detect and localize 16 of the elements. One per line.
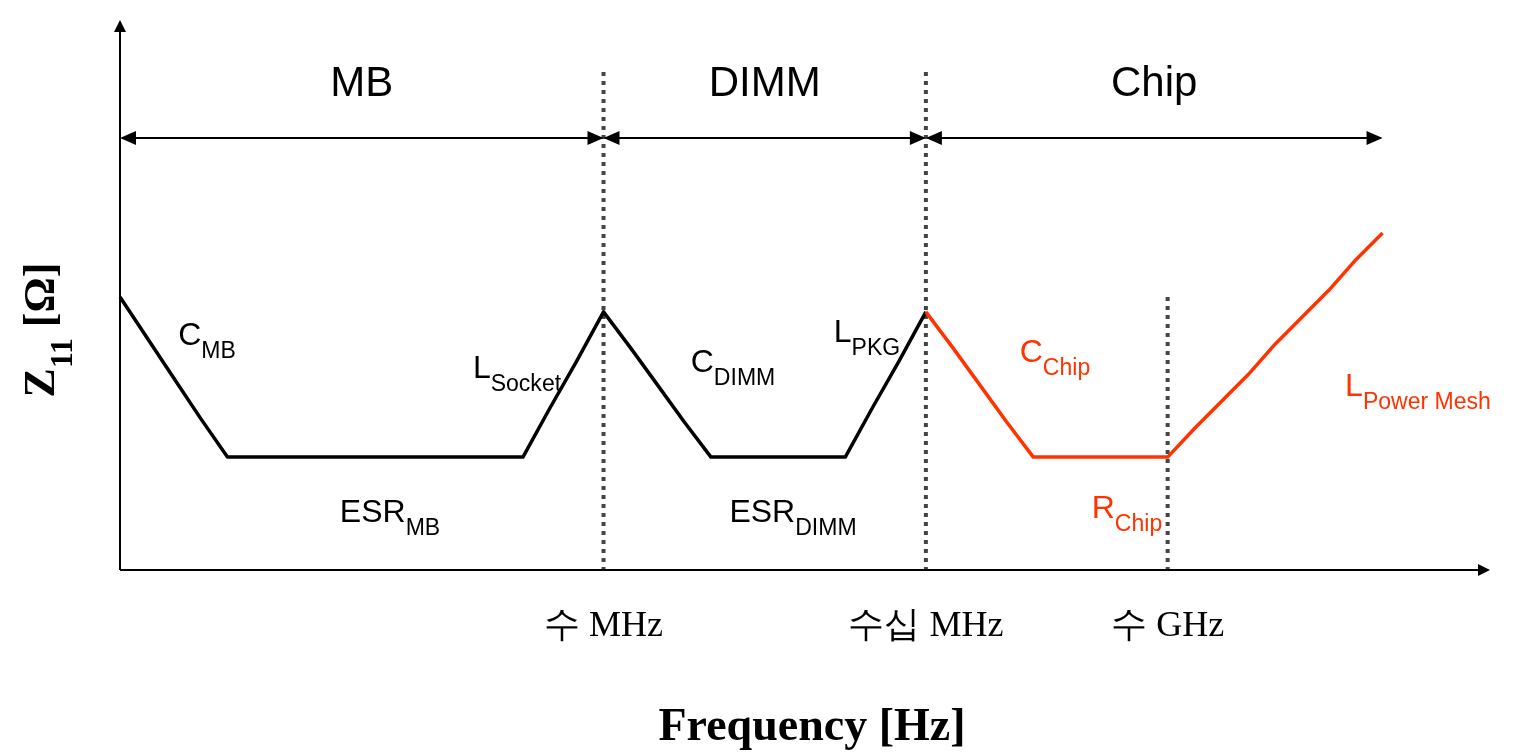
x-tick-label: 수 GHz [1111,604,1225,644]
x-tick-label: 수십 MHz [848,604,1004,644]
x-tick-label: 수 MHz [544,604,664,644]
annotation: R$_{Chip}$ [1091,489,1163,536]
annotation: L$_{PKG}$ [833,313,901,360]
annotation: L$_{Socket}$ [472,349,562,396]
text: MB [330,58,394,105]
text: DIMM [708,58,821,105]
annotation: C$_{Chip}$ [1019,333,1091,380]
x-axis-title: Frequency [Hz] [658,699,966,750]
annotation: C$_{DIMM}$ [690,343,776,390]
annotation: C$_{MB}$ [178,316,236,363]
annotation: ESR$_{DIMM}$ [729,493,857,540]
text: Chip [1111,58,1198,105]
annotation: L$_{Power Mesh}$ [1345,367,1491,414]
annotation: ESR$_{MB}$ [339,493,441,540]
